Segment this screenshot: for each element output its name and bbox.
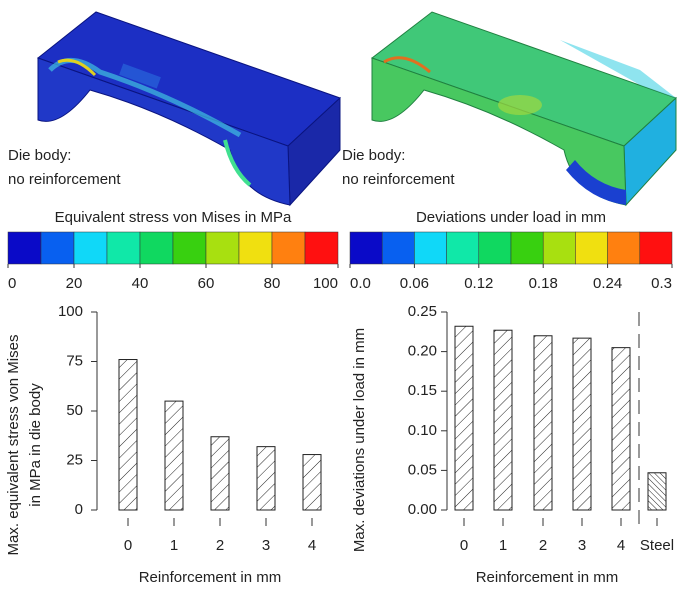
colorbar-tick-label: 20 — [66, 275, 83, 292]
colorbar-bin — [640, 232, 672, 264]
colorbar-bin — [173, 232, 206, 264]
y-tick-label: 0.15 — [408, 382, 437, 399]
colorbar-tick-label: 0.06 — [400, 275, 429, 292]
colorbar-bin — [8, 232, 41, 264]
colorbar-bin — [414, 232, 446, 264]
bar — [648, 473, 666, 510]
x-tick-label: 3 — [578, 537, 586, 554]
colorbar-bin — [206, 232, 239, 264]
bar — [303, 455, 321, 510]
x-tick-label: 3 — [262, 537, 270, 554]
colorbar-bin — [447, 232, 479, 264]
y-tick-label: 0.25 — [408, 303, 437, 320]
colorbar-tick-label: 60 — [198, 275, 215, 292]
caption: Die body: — [342, 147, 405, 164]
y-tick-label: 0.05 — [408, 461, 437, 478]
colorbar-tick-label: 40 — [132, 275, 149, 292]
x-tick-label: 0 — [124, 537, 132, 554]
x-tick-label: 4 — [617, 537, 625, 554]
colorbar-bin — [479, 232, 511, 264]
x-tick-label: 0 — [460, 537, 468, 554]
x-tick-label: 1 — [499, 537, 507, 554]
colorbar-tick-label: 0 — [8, 275, 16, 292]
colorbar-tick-label: 100 — [313, 275, 338, 292]
colorbar-tick-label: 80 — [264, 275, 281, 292]
x-tick-label: 1 — [170, 537, 178, 554]
colorbar-tick-label: 0.18 — [529, 275, 558, 292]
y-axis-label: in MPa in die body — [27, 383, 44, 507]
caption: no reinforcement — [342, 171, 455, 188]
y-tick-label: 75 — [66, 352, 83, 369]
colorbar-tick-label: 0.3 — [651, 275, 672, 292]
bar — [534, 336, 552, 510]
y-tick-label: 0.00 — [408, 501, 437, 518]
colorbar-tick-label: 0.12 — [464, 275, 493, 292]
bar — [494, 330, 512, 510]
bar — [211, 437, 229, 510]
bar — [165, 401, 183, 510]
bar — [119, 360, 137, 510]
colorbar-bin — [272, 232, 305, 264]
colorbar-bin — [382, 232, 414, 264]
colorbar-bin — [41, 232, 74, 264]
x-axis-label: Reinforcement in mm — [476, 569, 619, 586]
y-tick-label: 25 — [66, 451, 83, 468]
colorbar-bin — [608, 232, 640, 264]
x-tick-label: 2 — [216, 537, 224, 554]
y-tick-label: 0.20 — [408, 343, 437, 360]
bar — [257, 447, 275, 510]
colorbar-bin — [543, 232, 575, 264]
colorbar-bin — [107, 232, 140, 264]
y-tick-label: 50 — [66, 402, 83, 419]
y-axis-label: Max. equivalent stress von Mises — [5, 335, 22, 556]
caption: no reinforcement — [8, 171, 121, 188]
colorbar-tick-label: 0.24 — [593, 275, 622, 292]
colorbar-bin — [511, 232, 543, 264]
figure: Die body: no reinforcement Equivalent stre… — [0, 0, 678, 589]
x-axis-label: Reinforcement in mm — [139, 569, 282, 586]
colorbar-bin — [74, 232, 107, 264]
colorbar-title: Equivalent stress von Mises in MPa — [55, 209, 292, 226]
caption: Die body: — [8, 147, 71, 164]
x-tick-label: Steel — [640, 537, 674, 554]
y-axis-label: Max. deviations under load in mm — [351, 328, 368, 552]
colorbar-bin — [350, 232, 382, 264]
x-tick-label: 4 — [308, 537, 316, 554]
colorbar-tick-label: 0.0 — [350, 275, 371, 292]
y-tick-label: 0 — [75, 501, 83, 518]
colorbar-bin — [239, 232, 272, 264]
colorbar-bin — [305, 232, 338, 264]
x-tick-label: 2 — [539, 537, 547, 554]
colorbar-bin — [575, 232, 607, 264]
bar — [612, 348, 630, 510]
colorbar-title: Deviations under load in mm — [416, 209, 606, 226]
colorbar-bin — [140, 232, 173, 264]
y-tick-label: 100 — [58, 303, 83, 320]
bar — [573, 338, 591, 510]
bar — [455, 326, 473, 510]
y-tick-label: 0.10 — [408, 422, 437, 439]
